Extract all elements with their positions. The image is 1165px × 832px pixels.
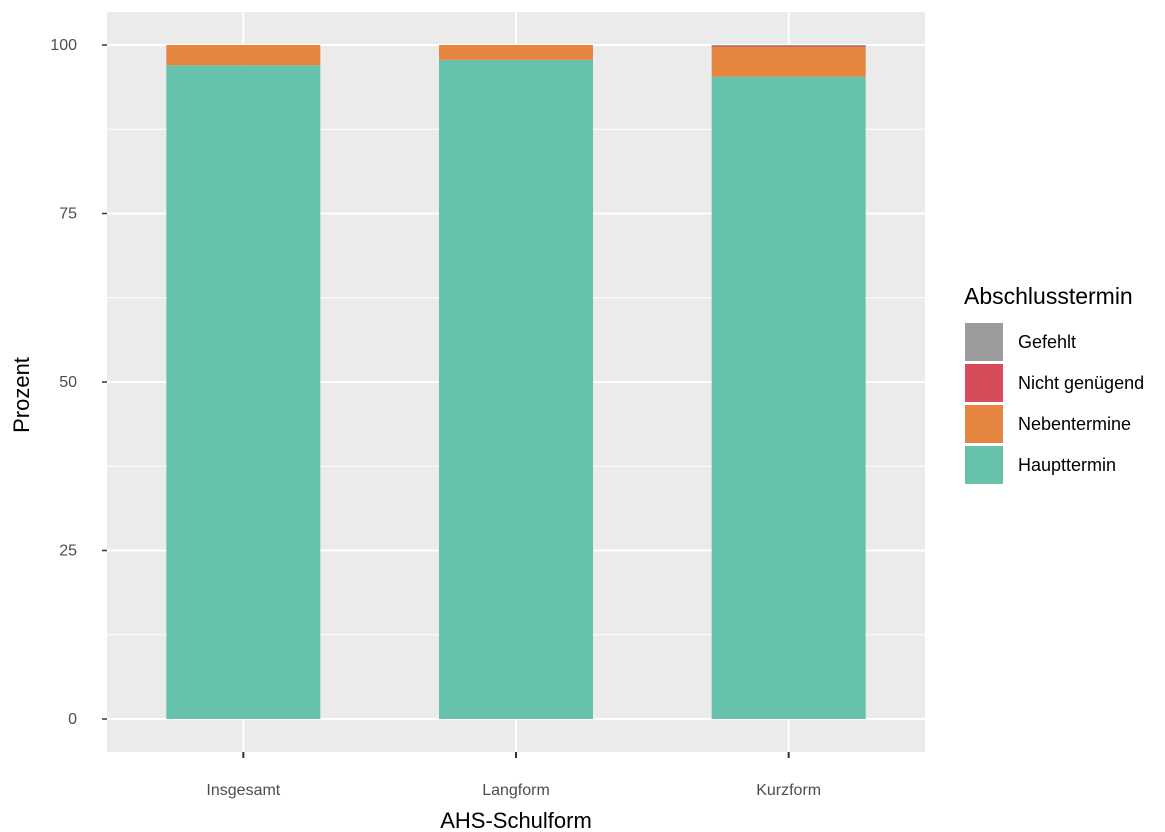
y-axis: 0 25 50 75 100 [50, 37, 107, 728]
bar-segment [711, 45, 866, 46]
legend-label: Nebentermine [1018, 414, 1131, 434]
legend: Abschlusstermin Gefehlt Nicht genügend Neb… [964, 283, 1144, 484]
y-tick-label: 25 [59, 543, 77, 560]
x-axis: Insgesamt Langform Kurzform [206, 752, 821, 799]
bar-segment [711, 46, 866, 77]
legend-label: Nicht genügend [1018, 373, 1144, 393]
bar-segment [439, 59, 593, 719]
legend-swatch [965, 323, 1003, 361]
legend-items: Gefehlt Nicht genügend Nebentermine Hauptte… [965, 323, 1144, 484]
y-axis-title: Prozent [9, 357, 34, 433]
y-tick-label: 100 [50, 37, 77, 54]
y-tick-label: 0 [68, 711, 77, 728]
x-axis-title: AHS-Schulform [440, 808, 592, 832]
bar-segment [439, 45, 593, 60]
legend-swatch [965, 446, 1003, 484]
legend-title: Abschlusstermin [964, 283, 1133, 309]
bar-segment [711, 45, 866, 47]
bars [166, 45, 866, 720]
y-tick-label: 75 [59, 206, 77, 223]
bar-segment [711, 76, 866, 720]
legend-swatch [965, 405, 1003, 443]
x-tick-label: Insgesamt [206, 782, 280, 799]
legend-label: Haupttermin [1018, 455, 1116, 475]
legend-label: Gefehlt [1018, 332, 1076, 352]
x-tick-label: Langform [482, 782, 550, 799]
bar-segment [166, 65, 321, 720]
bar-segment [166, 45, 321, 66]
x-tick-label: Kurzform [756, 782, 821, 799]
legend-swatch [965, 364, 1003, 402]
y-tick-label: 50 [59, 374, 77, 391]
